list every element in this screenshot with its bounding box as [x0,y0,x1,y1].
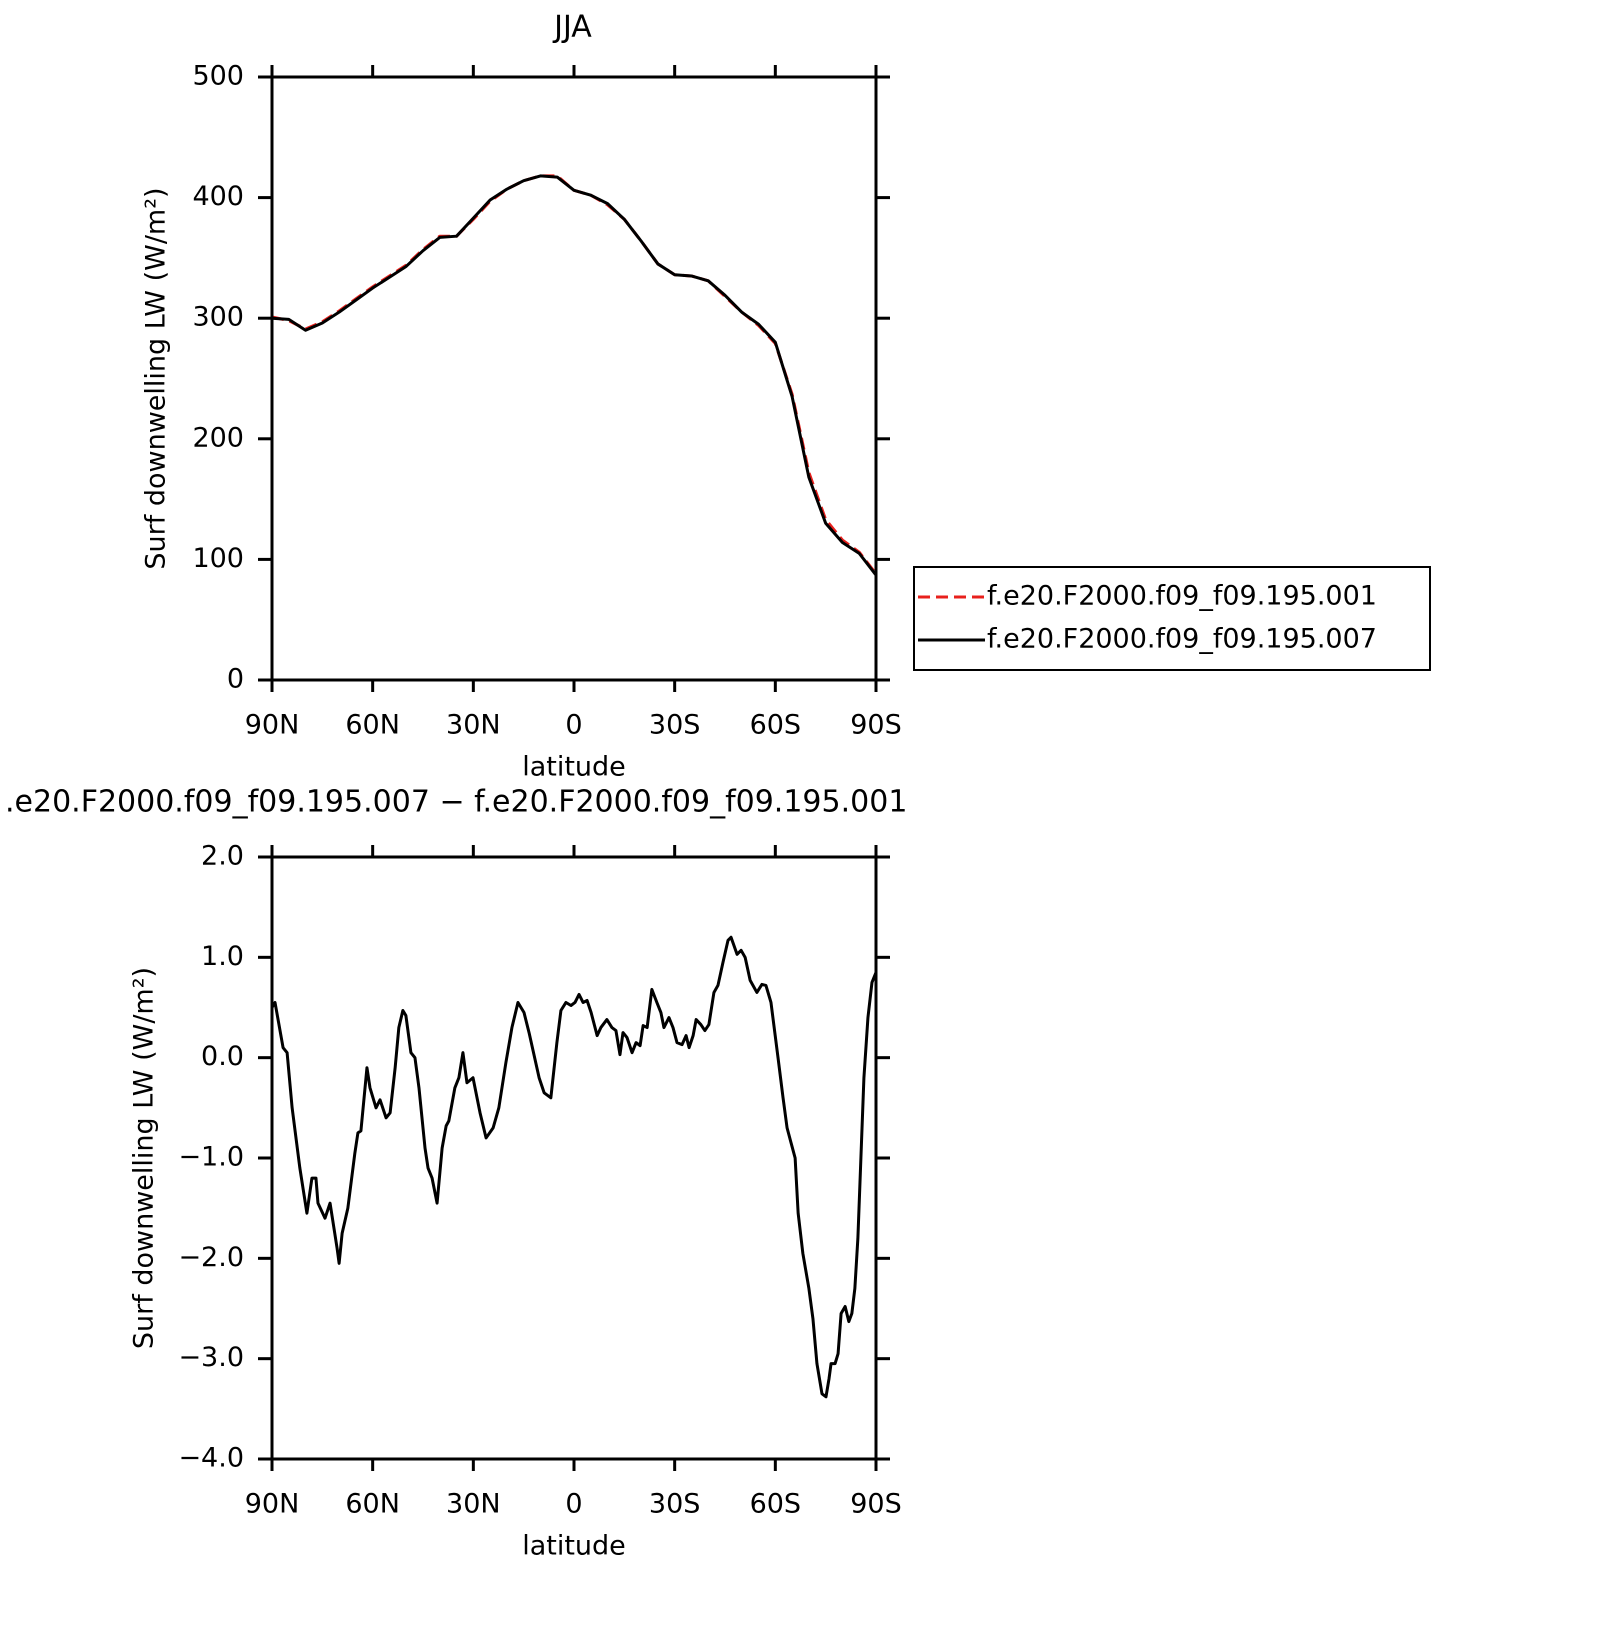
data-line [270,935,878,1399]
x-tick-label: 60S [750,710,802,741]
x-tick-label: 0 [565,1489,582,1520]
x-tick-label: 30S [649,710,701,741]
plot-frame [270,75,878,682]
y-tick-label: −1.0 [178,1142,244,1173]
y-tick-label: 500 [192,61,244,92]
legend-label: f.e20.F2000.f09_f09.195.007 [987,624,1377,655]
x-tick-label: 90N [245,1489,300,1520]
x-tick-label: 60N [345,710,400,741]
x-tick-label: 60S [750,1489,802,1520]
y-tick-label: −2.0 [178,1242,244,1273]
x-tick-label: 30N [446,710,501,741]
x-axis-label: latitude [522,752,626,783]
y-tick-label: 0.0 [201,1041,244,1072]
y-tick-label: 200 [192,422,244,453]
y-tick-label: −4.0 [178,1443,244,1474]
data-line [271,174,878,576]
y-tick-label: 300 [192,302,244,333]
x-tick-label: 0 [565,710,582,741]
y-tick-label: −3.0 [178,1342,244,1373]
legend-label: f.e20.F2000.f09_f09.195.001 [987,581,1377,612]
chart-title: JJA [552,10,592,45]
y-tick-label: 0 [227,664,244,695]
chart-title: .e20.F2000.f09_f09.195.007 − f.e20.F2000… [5,785,907,820]
plot-frame [270,855,878,1461]
legend-box [913,566,1431,671]
x-tick-label: 60N [345,1489,400,1520]
y-axis-label: Surf downwelling LW (W/m²) [141,187,172,569]
y-tick-label: 1.0 [201,941,244,972]
x-tick-label: 90N [245,710,300,741]
y-axis-label: Surf downwelling LW (W/m²) [129,967,160,1349]
x-tick-label: 90S [850,1489,902,1520]
y-tick-label: 400 [192,181,244,212]
x-axis-label: latitude [522,1531,626,1562]
y-tick-label: 2.0 [201,841,244,872]
x-tick-label: 90S [850,710,902,741]
x-tick-label: 30N [446,1489,501,1520]
x-tick-label: 30S [649,1489,701,1520]
y-tick-label: 100 [192,543,244,574]
